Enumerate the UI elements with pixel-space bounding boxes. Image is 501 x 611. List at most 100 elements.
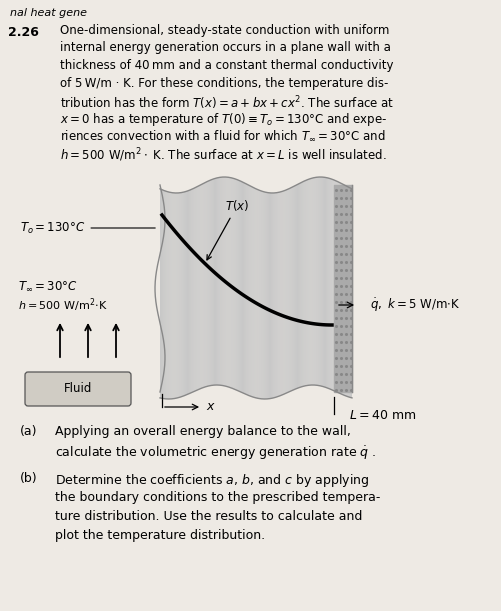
Text: $T_\infty = 30°C$: $T_\infty = 30°C$ — [18, 280, 78, 293]
Polygon shape — [269, 193, 270, 399]
Text: (b): (b) — [20, 472, 38, 485]
Polygon shape — [263, 192, 264, 399]
Polygon shape — [264, 192, 265, 399]
Text: $\dot{q},\ k = 5\ \mathrm{W/m{\cdot}K}$: $\dot{q},\ k = 5\ \mathrm{W/m{\cdot}K}$ — [369, 296, 459, 313]
Text: nal heat gene: nal heat gene — [10, 8, 87, 18]
Polygon shape — [239, 181, 240, 392]
Polygon shape — [279, 192, 280, 396]
Polygon shape — [199, 185, 200, 389]
Polygon shape — [336, 181, 337, 392]
Polygon shape — [194, 188, 195, 391]
Polygon shape — [246, 184, 247, 395]
Polygon shape — [185, 191, 186, 395]
Polygon shape — [245, 184, 246, 395]
Text: $h = 500\ \mathrm{W/m^2{\cdot}K}$: $h = 500\ \mathrm{W/m^2{\cdot}K}$ — [18, 296, 107, 313]
Polygon shape — [192, 188, 193, 392]
Polygon shape — [195, 187, 196, 390]
Polygon shape — [164, 191, 165, 399]
Polygon shape — [226, 177, 227, 387]
Text: tribution has the form $T(x) = a + bx + cx^2$. The surface at: tribution has the form $T(x) = a + bx + … — [60, 94, 393, 112]
Polygon shape — [235, 179, 236, 390]
Polygon shape — [197, 186, 198, 390]
Polygon shape — [170, 192, 171, 399]
Polygon shape — [322, 177, 323, 387]
Polygon shape — [182, 192, 183, 397]
Polygon shape — [206, 181, 207, 387]
Text: 2.26: 2.26 — [8, 26, 39, 39]
Polygon shape — [231, 178, 232, 389]
Polygon shape — [209, 180, 210, 386]
Polygon shape — [338, 182, 339, 393]
Polygon shape — [289, 188, 290, 392]
Polygon shape — [292, 187, 293, 390]
Polygon shape — [204, 183, 205, 387]
Polygon shape — [254, 188, 255, 398]
Polygon shape — [247, 185, 248, 395]
Polygon shape — [326, 178, 327, 388]
Polygon shape — [309, 178, 310, 385]
Polygon shape — [312, 178, 313, 385]
Polygon shape — [343, 185, 344, 395]
Polygon shape — [262, 191, 263, 399]
Polygon shape — [189, 189, 190, 393]
Polygon shape — [285, 190, 286, 393]
Text: $h = 500$ W/m$^2 \cdot$ K. The surface at $x = L$ is well insulated.: $h = 500$ W/m$^2 \cdot$ K. The surface a… — [60, 147, 386, 164]
Polygon shape — [300, 182, 301, 387]
Polygon shape — [311, 178, 312, 385]
Polygon shape — [291, 187, 292, 391]
Polygon shape — [168, 192, 169, 399]
Polygon shape — [274, 193, 275, 398]
Polygon shape — [267, 192, 268, 399]
Text: Fluid: Fluid — [64, 382, 92, 395]
Polygon shape — [320, 177, 321, 386]
Polygon shape — [186, 191, 187, 395]
Polygon shape — [340, 183, 341, 394]
Text: (a): (a) — [20, 425, 38, 438]
Polygon shape — [178, 193, 179, 398]
Polygon shape — [258, 190, 259, 398]
Polygon shape — [249, 186, 250, 397]
Polygon shape — [330, 179, 331, 390]
Polygon shape — [278, 192, 279, 397]
Polygon shape — [232, 178, 233, 389]
Polygon shape — [316, 177, 317, 386]
Polygon shape — [176, 193, 177, 398]
Polygon shape — [161, 189, 162, 398]
Polygon shape — [344, 185, 345, 396]
Polygon shape — [187, 191, 188, 394]
Text: ture distribution. Use the results to calculate and: ture distribution. Use the results to ca… — [55, 510, 362, 523]
Polygon shape — [319, 177, 320, 386]
Polygon shape — [219, 177, 220, 386]
Polygon shape — [270, 193, 271, 398]
Polygon shape — [288, 189, 289, 392]
Text: $x = 0$ has a temperature of $T(0) \equiv T_o = 130°$C and expe-: $x = 0$ has a temperature of $T(0) \equi… — [60, 111, 386, 128]
Polygon shape — [261, 191, 262, 399]
Polygon shape — [160, 189, 161, 398]
Polygon shape — [302, 181, 303, 386]
Text: riences convection with a fluid for which $T_\infty = 30°$C and: riences convection with a fluid for whic… — [60, 129, 385, 143]
Polygon shape — [304, 180, 305, 386]
Text: $x$: $x$ — [205, 400, 215, 414]
Polygon shape — [323, 177, 324, 387]
Polygon shape — [329, 178, 330, 389]
Polygon shape — [286, 189, 287, 393]
Polygon shape — [213, 178, 214, 385]
Polygon shape — [225, 177, 226, 386]
Polygon shape — [229, 177, 230, 387]
Text: Applying an overall energy balance to the wall,: Applying an overall energy balance to th… — [55, 425, 350, 438]
Polygon shape — [238, 180, 239, 392]
Polygon shape — [325, 178, 326, 388]
Polygon shape — [240, 181, 241, 393]
Polygon shape — [290, 188, 291, 391]
FancyBboxPatch shape — [25, 372, 131, 406]
Polygon shape — [175, 193, 176, 398]
Polygon shape — [334, 180, 335, 392]
Polygon shape — [196, 186, 197, 390]
Polygon shape — [341, 183, 342, 395]
Polygon shape — [221, 177, 222, 386]
Text: $L = 40$ mm: $L = 40$ mm — [348, 409, 416, 422]
Polygon shape — [181, 192, 182, 397]
Polygon shape — [306, 180, 307, 386]
Polygon shape — [244, 183, 245, 394]
Polygon shape — [193, 188, 194, 392]
